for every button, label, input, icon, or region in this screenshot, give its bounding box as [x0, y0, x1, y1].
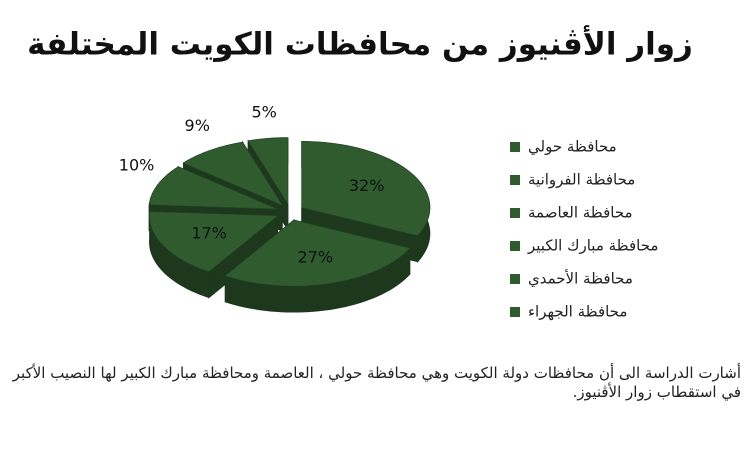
- legend-label: محافظة الأحمدي: [528, 269, 633, 289]
- caption: أشارت الدراسة الى أن محافظات دولة الكويت…: [12, 364, 741, 401]
- legend-swatch: [510, 307, 520, 317]
- value-label: 27%: [298, 248, 334, 267]
- value-label: 17%: [191, 223, 227, 242]
- legend-label: محافظة مبارك الكبير: [527, 237, 658, 255]
- slice-top: [149, 211, 279, 272]
- value-label: 10%: [119, 156, 155, 175]
- slice-top: [247, 137, 289, 205]
- legend-label: محافظة الجهراء: [528, 303, 627, 321]
- legend-swatch: [510, 241, 520, 251]
- slice-top: [182, 142, 283, 206]
- legend-label: محافظة حولي: [528, 138, 617, 157]
- legend-label: محافظة الفروانية: [528, 171, 635, 189]
- chart-title: زوار الأڤنيوز من محافظات الكويت المختلفة: [27, 25, 693, 63]
- slice: [224, 219, 411, 313]
- legend-swatch: [510, 142, 520, 152]
- slice-top: [224, 219, 411, 287]
- legend-swatch: [510, 175, 520, 185]
- legend-swatch: [510, 208, 520, 218]
- legend-swatch: [510, 274, 520, 284]
- value-label: 5%: [251, 102, 276, 121]
- slice-top: [301, 141, 431, 236]
- slice-top: [148, 166, 278, 210]
- value-label: 9%: [185, 116, 210, 135]
- value-label: 32%: [349, 176, 385, 195]
- legend-label: محافظة العاصمة: [528, 204, 633, 222]
